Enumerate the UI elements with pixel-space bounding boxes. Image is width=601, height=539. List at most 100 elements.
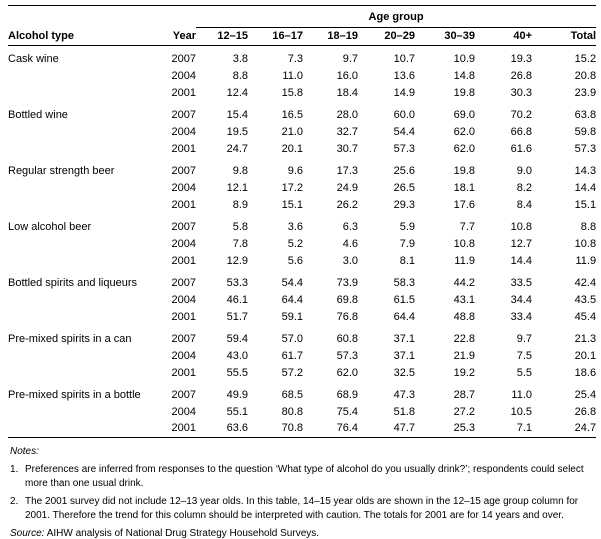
year-cell: 2007 (171, 164, 196, 177)
col-header-16-17: 16–17 (248, 27, 303, 46)
value-cell: 10.8 (453, 237, 475, 250)
value-cell: 11.9 (575, 254, 597, 267)
value-cell: 51.8 (393, 405, 415, 418)
value-cell: 76.8 (336, 310, 358, 323)
value-cell: 37.1 (393, 349, 415, 362)
value-cell: 29.3 (393, 198, 415, 211)
alcohol-type-label (8, 348, 158, 365)
value-cell: 53.3 (226, 276, 248, 289)
alcohol-type-label (8, 68, 158, 85)
value-cell: 9.8 (232, 164, 248, 177)
value-cell: 70.2 (510, 108, 532, 121)
value-cell: 9.7 (516, 332, 532, 345)
value-cell: 8.8 (580, 220, 597, 233)
value-cell: 26.8 (510, 69, 532, 82)
value-cell: 14.9 (393, 86, 415, 99)
value-cell: 7.7 (459, 220, 475, 233)
value-cell: 21.9 (453, 349, 475, 362)
table-row: 2004 8.8 11.0 16.0 13.6 14.8 26.8 20.8 (8, 68, 597, 85)
value-cell: 5.8 (232, 220, 248, 233)
value-cell: 60.0 (393, 108, 415, 121)
value-cell: 15.1 (574, 198, 597, 211)
value-cell: 15.2 (574, 52, 597, 65)
value-cell: 17.2 (281, 181, 303, 194)
year-cell: 2001 (171, 310, 196, 323)
table-row: 2004 43.0 61.7 57.3 37.1 21.9 7.5 20.1 (8, 348, 597, 365)
value-cell: 20.1 (574, 349, 597, 362)
value-cell: 54.4 (393, 125, 415, 138)
value-cell: 7.3 (287, 52, 303, 65)
value-cell: 17.3 (336, 164, 358, 177)
value-cell: 32.5 (393, 366, 415, 379)
value-cell: 8.2 (516, 181, 532, 194)
table-row: Bottled spirits and liqueurs 2007 53.3 54.4… (8, 270, 596, 292)
value-cell: 24.9 (336, 181, 358, 194)
alcohol-type-label (8, 292, 158, 309)
year-cell: 2001 (171, 422, 196, 434)
spanner-row: Age group (8, 5, 597, 28)
year-cell: 2001 (171, 366, 196, 379)
value-cell: 62.0 (336, 366, 358, 379)
value-cell: 59.4 (226, 332, 248, 345)
value-cell: 24.7 (574, 422, 597, 434)
table-row: Regular strength beer 2007 9.8 9.6 17.3 25.6 1… (8, 158, 596, 180)
value-cell: 26.5 (393, 181, 415, 194)
alcohol-type-label: Pre-mixed spirits in a bottle (8, 388, 141, 401)
value-cell: 10.8 (510, 220, 532, 233)
value-cell: 64.4 (393, 310, 415, 323)
value-cell: 12.4 (226, 86, 248, 99)
table-row: 2001 8.9 15.1 26.2 29.3 17.6 8.4 15.1 (8, 197, 597, 214)
value-cell: 57.3 (393, 142, 415, 155)
value-cell: 69.8 (336, 293, 358, 306)
col-header-alcohol-type: Alcohol type (8, 27, 158, 46)
value-cell: 33.4 (510, 310, 532, 323)
value-cell: 45.4 (574, 310, 597, 323)
year-cell: 2004 (171, 69, 196, 82)
value-cell: 51.7 (226, 310, 248, 323)
col-header-20-29: 20–29 (358, 27, 415, 46)
value-cell: 7.1 (516, 422, 532, 434)
value-cell: 8.9 (232, 198, 248, 211)
note-item: 2. The 2001 survey did not include 12–13… (10, 495, 596, 523)
table-row: Pre-mixed spirits in a can 2007 59.4 57.0 60… (8, 326, 596, 348)
table-row: 2004 12.1 17.2 24.9 26.5 18.1 8.2 14.4 (8, 180, 597, 197)
table-row: Cask wine 2007 3.8 7.3 9.7 10.7 10.9 19.3 15.2 (8, 46, 596, 68)
age-group-spanner-label: Age group (196, 5, 597, 28)
alcohol-type-label: Cask wine (8, 52, 59, 65)
table-row: Bottled wine 2007 15.4 16.5 28.0 60.0 69.0 70.2… (8, 102, 596, 124)
year-cell: 2007 (171, 52, 196, 65)
value-cell: 69.0 (453, 108, 475, 121)
value-cell: 12.1 (226, 181, 248, 194)
value-cell: 63.8 (574, 108, 597, 121)
alcohol-type-label: Bottled spirits and liqueurs (8, 276, 138, 289)
value-cell: 43.1 (453, 293, 475, 306)
notes-section: Notes: 1. Preferences are inferred from … (8, 445, 596, 539)
table-row: Pre-mixed spirits in a bottle 2007 49.9 68.… (8, 382, 596, 404)
year-cell: 2007 (171, 108, 196, 121)
value-cell: 42.4 (574, 276, 597, 289)
year-cell: 2001 (171, 86, 196, 99)
value-cell: 59.1 (281, 310, 303, 323)
value-cell: 19.8 (453, 164, 475, 177)
col-header-year: Year (158, 27, 196, 46)
value-cell: 8.8 (232, 69, 248, 82)
year-cell: 2007 (171, 388, 196, 401)
value-cell: 54.4 (281, 276, 303, 289)
col-header-30-39: 30–39 (415, 27, 475, 46)
table-row: 2001 12.9 5.6 3.0 8.1 11.9 14.4 11.9 (8, 253, 597, 270)
alcohol-type-label (8, 236, 158, 253)
value-cell: 49.9 (226, 388, 248, 401)
value-cell: 23.9 (574, 86, 597, 99)
value-cell: 5.6 (287, 254, 303, 267)
value-cell: 19.3 (510, 52, 532, 65)
notes-heading: Notes: (10, 446, 39, 457)
year-cell: 2004 (171, 237, 196, 250)
value-cell: 11.0 (511, 388, 532, 401)
value-cell: 19.5 (226, 125, 248, 138)
value-cell: 14.3 (574, 164, 597, 177)
value-cell: 19.8 (453, 86, 475, 99)
value-cell: 5.2 (287, 237, 303, 250)
value-cell: 26.2 (336, 198, 358, 211)
value-cell: 61.6 (510, 142, 532, 155)
value-cell: 5.9 (399, 220, 415, 233)
